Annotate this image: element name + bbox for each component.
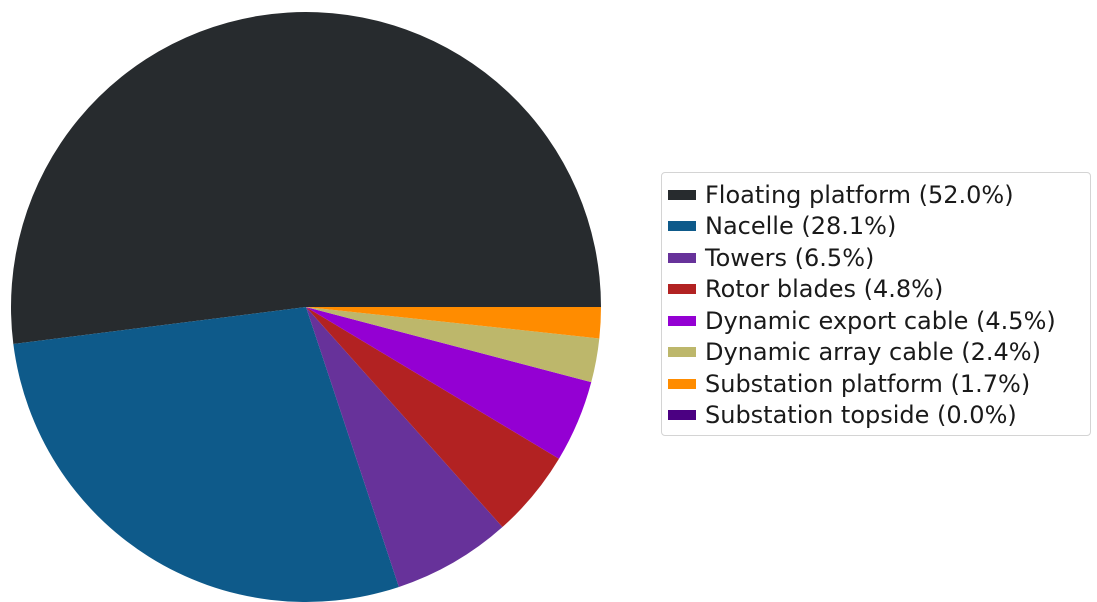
legend-swatch	[668, 189, 696, 200]
legend-swatch	[668, 284, 696, 295]
legend-label: Substation platform (1.7%)	[705, 369, 1031, 398]
legend-swatch	[668, 315, 696, 326]
pie-slice-0	[11, 12, 601, 344]
pie-slices	[11, 12, 601, 602]
legend-item: Substation topside (0.0%)	[668, 400, 1090, 432]
pie-slice-6	[306, 307, 601, 339]
legend-item: Dynamic array cable (2.4%)	[668, 337, 1090, 369]
legend-label: Dynamic export cable (4.5%)	[705, 306, 1056, 335]
legend-item: Towers (6.5%)	[668, 242, 1090, 274]
legend-swatch	[668, 221, 696, 232]
legend-label: Substation topside (0.0%)	[705, 401, 1017, 430]
pie-slice-3	[306, 307, 559, 528]
legend-item: Rotor blades (4.8%)	[668, 274, 1090, 306]
legend-label: Dynamic array cable (2.4%)	[705, 338, 1041, 367]
legend-label: Nacelle (28.1%)	[705, 212, 897, 241]
legend-swatch	[668, 252, 696, 263]
legend-item: Dynamic export cable (4.5%)	[668, 305, 1090, 337]
legend-item: Substation platform (1.7%)	[668, 368, 1090, 400]
pie-slice-2	[306, 307, 503, 587]
legend-item: Nacelle (28.1%)	[668, 211, 1090, 243]
pie-slice-4	[306, 307, 592, 459]
legend-label: Towers (6.5%)	[705, 243, 875, 272]
legend-swatch	[668, 410, 696, 421]
legend-label: Rotor blades (4.8%)	[705, 275, 944, 304]
pie-slice-1	[13, 307, 399, 602]
pie-slice-5	[306, 307, 600, 383]
legend-item: Floating platform (52.0%)	[668, 179, 1090, 211]
legend-swatch	[668, 347, 696, 358]
legend-swatch	[668, 378, 696, 389]
legend-label: Floating platform (52.0%)	[705, 180, 1014, 209]
legend: Floating platform (52.0%) Nacelle (28.1%)…	[661, 172, 1091, 436]
